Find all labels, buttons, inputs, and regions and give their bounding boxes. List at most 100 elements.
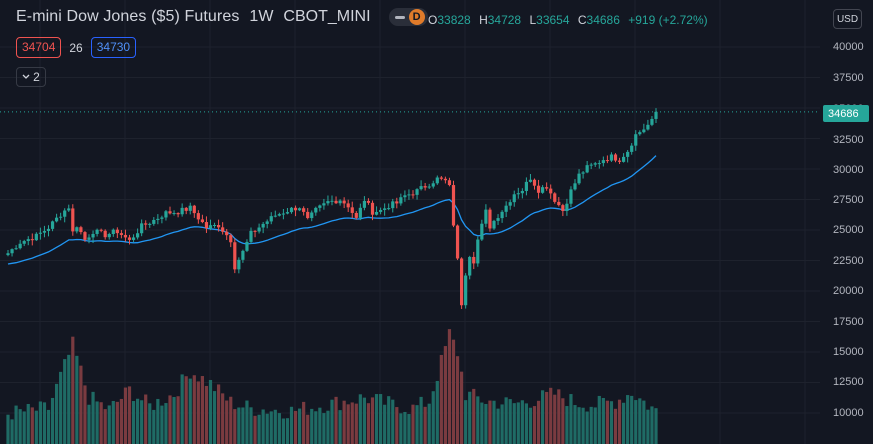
volume-bar <box>322 413 326 444</box>
buy-price-button[interactable]: 34730 <box>90 37 137 58</box>
volume-bar <box>99 402 103 444</box>
open-value: 33828 <box>437 13 471 27</box>
candle-body <box>245 241 249 251</box>
close-value: 34686 <box>586 13 620 27</box>
volume-bar <box>646 409 650 444</box>
volume-bar <box>601 397 605 444</box>
volume-bar <box>277 413 281 444</box>
candle-body <box>257 227 261 232</box>
candle-body <box>504 205 508 212</box>
tick-25000: 25000 <box>833 224 864 236</box>
candle-body <box>306 211 310 219</box>
candle-body <box>391 201 395 209</box>
volume-bar <box>269 411 273 444</box>
volume-bar <box>144 394 148 444</box>
volume-bar <box>111 400 115 444</box>
last-price-tag: 34686 <box>823 105 869 122</box>
candle-body <box>464 275 468 306</box>
volume-bar <box>488 400 492 444</box>
candle-body <box>630 145 634 152</box>
candle-body <box>354 212 358 218</box>
volume-bar <box>156 398 160 444</box>
chevron-down-icon <box>22 74 30 79</box>
candle-body <box>322 203 326 206</box>
candle-body <box>293 207 298 211</box>
interval-label[interactable]: 1W <box>249 8 274 25</box>
volume-bar <box>569 394 573 444</box>
volume-bar <box>411 404 415 444</box>
volume-bar <box>18 409 22 444</box>
volume-bar <box>391 399 395 444</box>
tick-27500: 27500 <box>833 194 864 206</box>
candle-body <box>253 230 257 232</box>
market-status-pill[interactable]: D <box>388 8 428 26</box>
currency-button[interactable]: USD <box>833 9 862 29</box>
volume-bar <box>354 403 358 444</box>
tick-10000: 10000 <box>833 407 864 419</box>
volume-bar <box>59 371 63 444</box>
candle-body <box>221 227 225 232</box>
candle-body <box>22 241 26 244</box>
ohlc-values: O33828 H34728 L33654 C34686 +919 (+2.72%… <box>428 13 708 27</box>
candle-body <box>557 201 561 206</box>
candle-body <box>144 223 148 225</box>
volume-bar <box>541 390 545 444</box>
candle-body <box>119 233 123 235</box>
candle-body <box>472 256 476 264</box>
volume-bar <box>642 400 646 444</box>
volume-bar <box>233 409 237 444</box>
symbol-name[interactable]: E-mini Dow Jones ($5) Futures <box>16 8 240 25</box>
collapse-indicators-button[interactable]: 2 <box>16 67 46 87</box>
volume-bar <box>245 400 249 444</box>
volume-bar <box>549 387 553 444</box>
change-value: +919 (+2.72%) <box>628 13 708 27</box>
volume-bar <box>136 398 140 444</box>
volume-bar <box>435 380 439 444</box>
exchange-label: CBOT_MINI <box>283 8 371 25</box>
volume-bar <box>431 391 435 444</box>
candle-body <box>184 207 188 211</box>
candle-body <box>42 230 47 233</box>
trade-indicator-row: 34704 26 34730 <box>16 37 137 58</box>
candle-body <box>261 223 265 228</box>
candle-body <box>476 239 480 264</box>
candle-body <box>553 193 557 202</box>
price-axis[interactable] <box>820 0 873 444</box>
candle-body <box>455 225 460 259</box>
symbol-title-bar[interactable]: E-mini Dow Jones ($5) Futures 1W CBOT_MI… <box>16 8 428 26</box>
candlestick-chart[interactable] <box>0 0 820 444</box>
volume-bar <box>6 414 10 444</box>
volume-bar <box>75 355 79 444</box>
candle-body <box>346 203 350 208</box>
candle-body <box>164 211 168 218</box>
candle-body <box>127 237 132 240</box>
volume-bar <box>225 400 229 444</box>
volume-bar <box>168 395 172 444</box>
candle-body <box>605 160 609 162</box>
candle-body <box>569 189 573 204</box>
candle-body <box>95 229 99 234</box>
volume-bar <box>427 403 431 444</box>
candle-body <box>152 219 156 224</box>
candle-body <box>524 181 528 191</box>
volume-bar <box>212 391 217 444</box>
volume-bar <box>395 407 399 444</box>
candle-body <box>208 225 213 229</box>
volume-bar <box>71 336 75 444</box>
volume-bar <box>512 403 516 444</box>
volume-bar <box>593 407 597 444</box>
volume-bar <box>443 346 447 444</box>
volume-bar <box>626 395 630 444</box>
candle-body <box>451 185 456 226</box>
candle-body <box>617 160 622 162</box>
sell-price-button[interactable]: 34704 <box>16 37 62 58</box>
chart-area[interactable] <box>0 0 820 444</box>
volume-bar <box>634 400 638 444</box>
candle-body <box>63 210 67 217</box>
candle-body <box>83 232 87 240</box>
candle-body <box>480 223 484 240</box>
volume-bar <box>38 401 42 444</box>
tick-32500: 32500 <box>833 134 864 146</box>
volume-bar <box>55 383 59 444</box>
volume-bar <box>273 409 277 444</box>
